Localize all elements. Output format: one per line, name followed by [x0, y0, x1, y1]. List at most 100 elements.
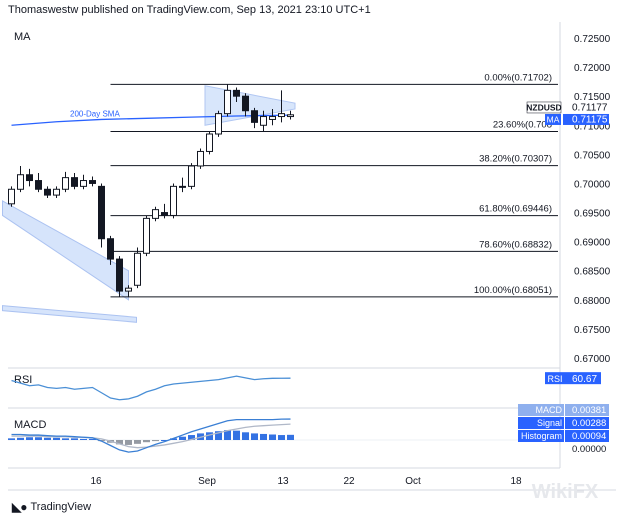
candle-body	[197, 150, 204, 167]
macd-legend-value-tag	[565, 404, 609, 416]
y-tick-label: 0.67500	[574, 325, 611, 336]
x-tick-label: 22	[343, 476, 355, 487]
macd-histogram-bar	[116, 440, 123, 445]
macd-histogram-bar	[89, 438, 96, 440]
candle-body	[215, 113, 222, 135]
ma-tag	[545, 113, 561, 125]
macd-histogram-bar	[35, 437, 42, 440]
macd-histogram-bar	[80, 438, 87, 440]
candle-body	[188, 165, 195, 187]
macd-histogram-bar	[251, 433, 258, 440]
macd-histogram-bar	[26, 437, 33, 440]
candle-body	[35, 180, 42, 190]
candle-body	[260, 116, 267, 126]
macd-histogram-bar	[170, 438, 177, 440]
y-tick-label: 0.67000	[574, 354, 611, 365]
macd-histogram-bar	[44, 437, 51, 440]
x-tick-label: 16	[90, 476, 102, 487]
price-indicator-label: MA	[14, 31, 31, 43]
macd-histogram-bar	[287, 434, 294, 440]
macd-histogram-bar	[125, 440, 132, 445]
macd-y-tick: 0.00000	[572, 444, 606, 455]
watermark: WikiFX	[532, 481, 599, 503]
rsi-value-tag	[565, 372, 601, 385]
macd-histogram-bar	[17, 437, 24, 440]
candle-body	[143, 217, 150, 254]
publisher-line: Thomaswestw published on TradingView.com…	[8, 4, 371, 16]
ma-tag-label: MA	[547, 114, 560, 124]
macd-histogram-bar	[53, 437, 60, 440]
y-tick-label: 0.72500	[574, 34, 611, 45]
x-tick-label: 18	[510, 476, 522, 487]
candle-body	[206, 133, 213, 152]
y-tick-label: 0.70500	[574, 150, 611, 161]
macd-histogram-bar	[242, 432, 249, 440]
candle-body	[8, 188, 15, 205]
candle-body	[17, 174, 24, 190]
tradingview-label: TradingView	[30, 501, 92, 513]
macd-legend-name-tag	[518, 417, 564, 429]
macd-legend-name: Histogram	[521, 431, 562, 441]
candle-body	[152, 209, 159, 219]
rsi-tag	[545, 372, 565, 385]
macd-histogram-bar	[62, 438, 69, 440]
macd-histogram-bar	[278, 435, 285, 440]
candle-body	[98, 185, 105, 240]
macd-histogram-bar	[260, 433, 267, 440]
macd-histogram-bar	[143, 440, 150, 443]
macd-legend-name-tag	[518, 404, 564, 416]
y-tick-label: 0.71500	[574, 92, 611, 103]
y-tick-label: 0.69500	[574, 209, 611, 220]
fib-level-label: 61.80%(0.69446)	[479, 204, 552, 215]
candle-body	[125, 287, 132, 292]
ma-value-label: 0.71175	[572, 114, 608, 125]
symbol-label: NZDUSD	[526, 102, 561, 112]
last-price-tag	[563, 101, 609, 113]
macd-legend-value: 0.00381	[572, 405, 606, 416]
channel-lower-band	[2, 305, 137, 323]
candle-body	[224, 89, 231, 115]
y-tick-label: 0.69000	[574, 238, 611, 249]
macd-histogram-bar	[269, 434, 276, 440]
last-price-label: 0.71177	[572, 102, 608, 113]
candle-body	[251, 110, 258, 123]
macd-histogram-bar	[161, 440, 168, 441]
candle-body	[161, 212, 168, 216]
sma-annotation: 200-Day SMA	[70, 110, 120, 119]
rsi-value-label: 60.67	[572, 374, 597, 385]
fib-level-label: 23.60%(0.708	[493, 119, 552, 130]
macd-histogram-bar	[188, 435, 195, 440]
fib-level-label: 78.60%(0.68832)	[479, 239, 552, 250]
y-tick-label: 0.68500	[574, 267, 611, 278]
y-tick-label: 0.68000	[574, 296, 611, 307]
macd-line	[11, 418, 291, 453]
y-tick-label: 0.70000	[574, 179, 611, 190]
candle-body	[278, 113, 285, 118]
candle-body	[170, 185, 177, 216]
candle-body	[179, 185, 186, 188]
candle-body	[71, 177, 78, 187]
y-tick-label: 0.71000	[574, 121, 611, 132]
macd-legend-value-tag	[565, 417, 609, 429]
tradingview-logo-icon: ◣●	[12, 500, 28, 514]
candle-body	[62, 177, 69, 190]
candle-body	[89, 180, 96, 184]
rsi-tag-label: RSI	[547, 374, 562, 384]
candle-body	[80, 180, 87, 187]
sma-200-line	[11, 114, 291, 126]
tradingview-brand[interactable]: ◣● TradingView	[12, 500, 91, 514]
candle-body	[26, 174, 33, 182]
candle-body	[44, 188, 51, 196]
x-tick-label: Oct	[405, 476, 421, 487]
symbol-tag	[526, 101, 562, 114]
candle-body	[134, 252, 141, 286]
fib-level-label: 0.00%(0.71702)	[484, 72, 552, 83]
ma-value-tag	[563, 113, 609, 125]
candle-body	[287, 114, 294, 118]
macd-legend-value-tag	[565, 430, 609, 442]
macd-histogram-bar	[71, 438, 78, 440]
macd-legend-value: 0.00094	[572, 431, 606, 442]
candle-body	[116, 258, 123, 292]
macd-histogram-bar	[179, 436, 186, 440]
